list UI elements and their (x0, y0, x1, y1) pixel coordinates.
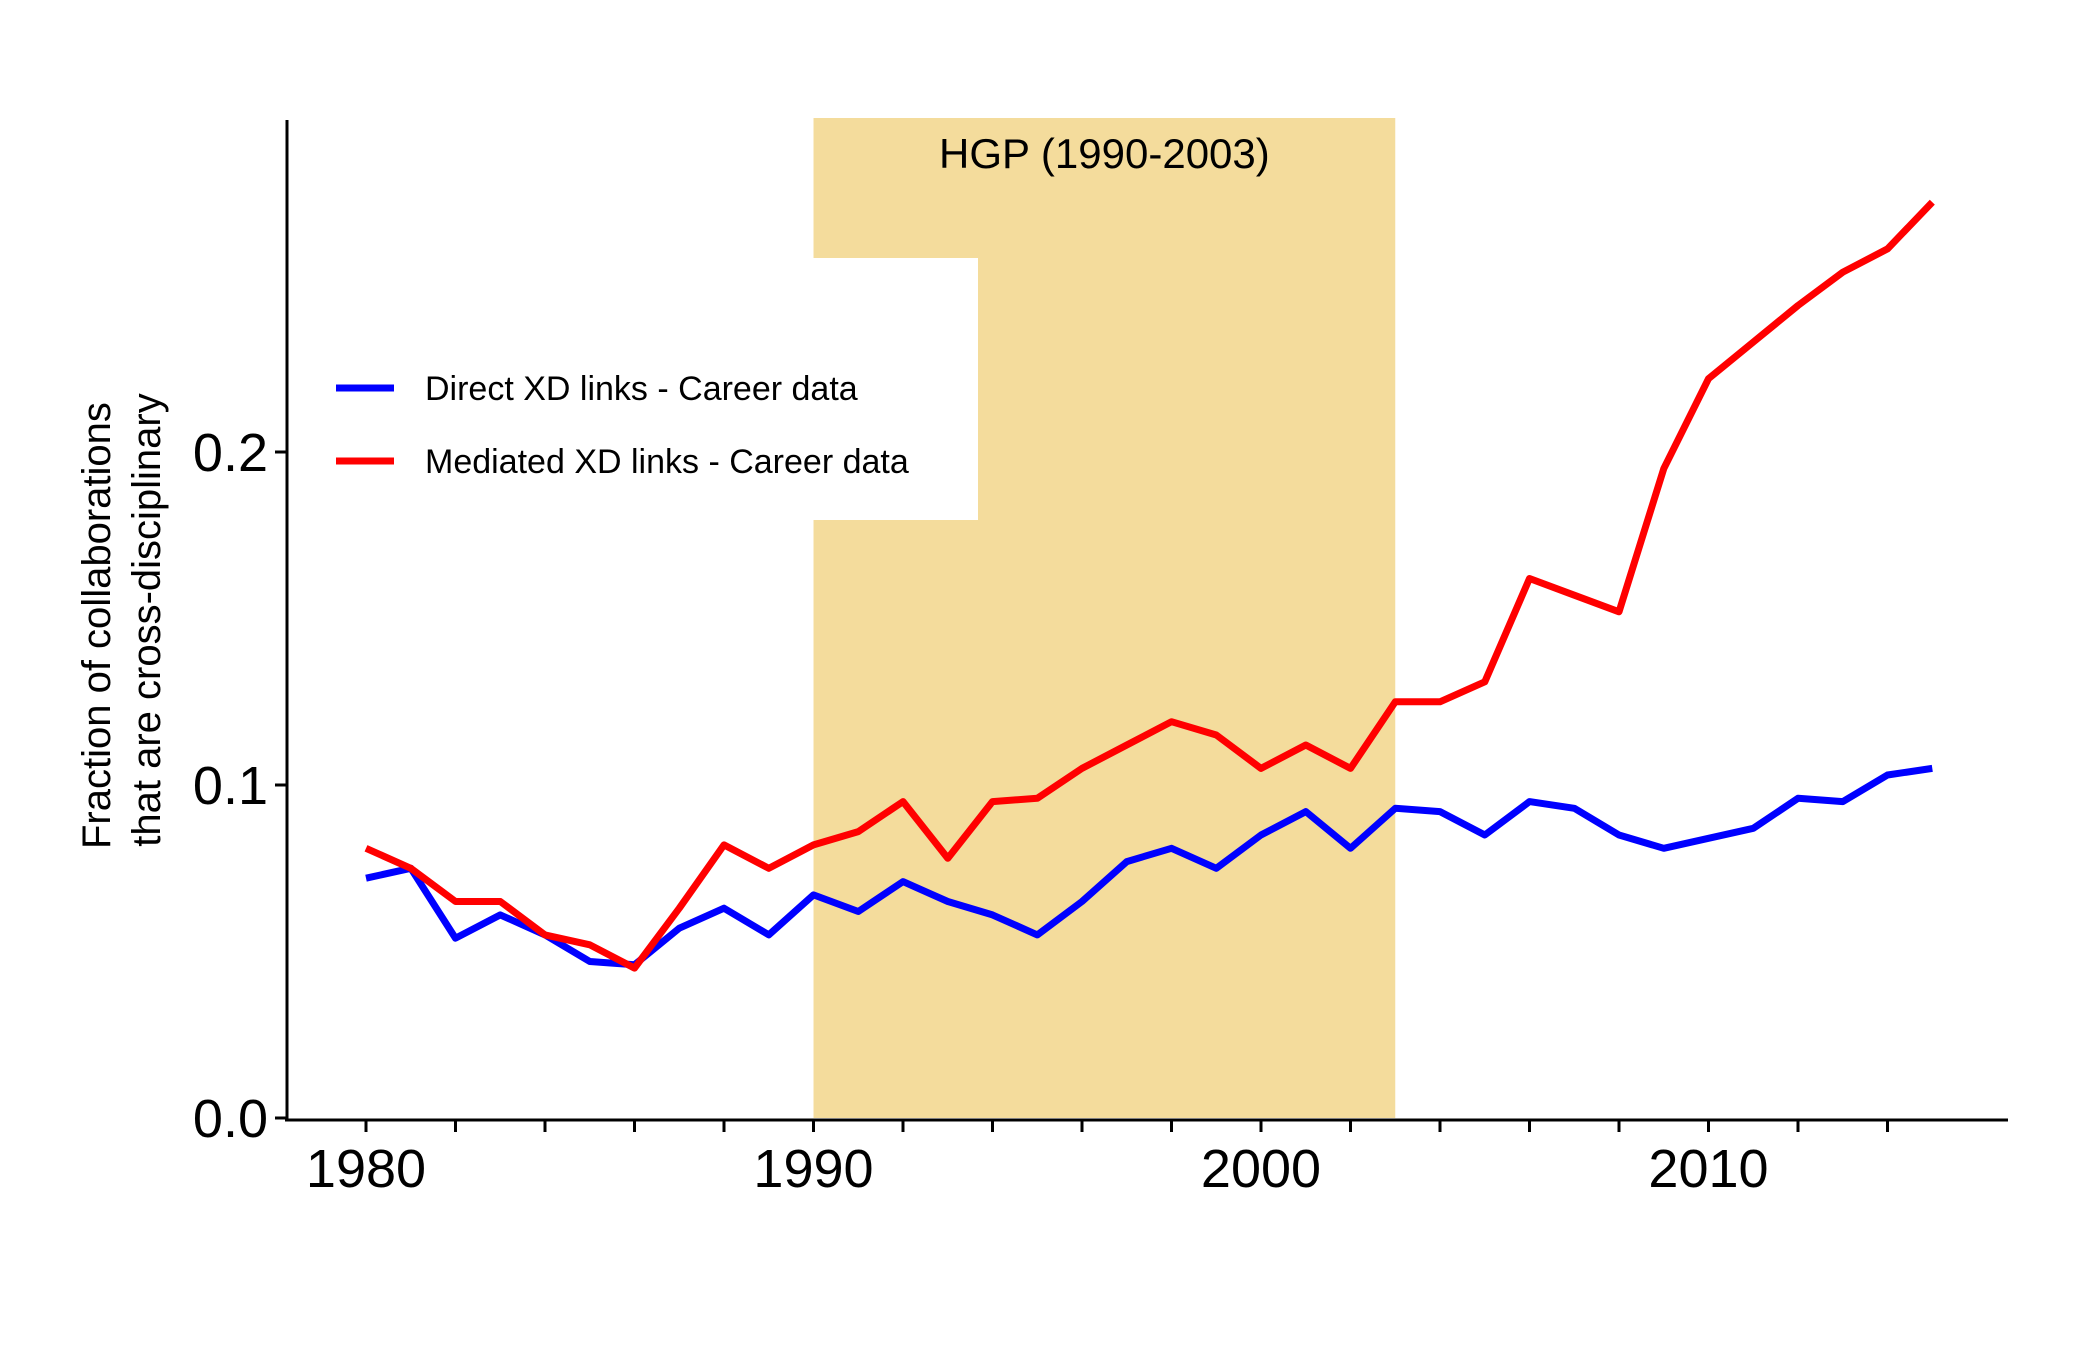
legend: Direct XD links - Career data Mediated XD… (318, 258, 978, 520)
hgp-band-label: HGP (1990-2003) (939, 130, 1270, 177)
series-layer (364, 199, 1935, 972)
y-tick-label-2: 0.2 (193, 423, 268, 483)
series-line-2 (364, 199, 1935, 972)
axis-titles: Fraction of collaborations that are cros… (75, 391, 169, 849)
axes: 0.0 0.1 0.2 1980 1990 2000 2010 (193, 120, 2008, 1199)
y-axis-title-line-2: that are cross-disciplinary (125, 393, 169, 847)
x-tick-label-0: 1980 (306, 1139, 426, 1199)
y-axis-title-line-1: Fraction of collaborations (75, 402, 119, 849)
x-tick-label-1: 1990 (753, 1139, 873, 1199)
y-tick-label-0: 0.0 (193, 1089, 268, 1149)
y-axis-title: Fraction of collaborations that are cros… (75, 391, 169, 849)
x-tick-label-3: 2010 (1648, 1139, 1768, 1199)
y-tick-label-1: 0.1 (193, 756, 268, 816)
legend-background (318, 258, 978, 520)
legend-entry-1: Direct XD links - Career data (425, 370, 858, 408)
x-tick-label-2: 2000 (1201, 1139, 1321, 1199)
legend-entry-2: Mediated XD links - Career data (425, 443, 909, 481)
